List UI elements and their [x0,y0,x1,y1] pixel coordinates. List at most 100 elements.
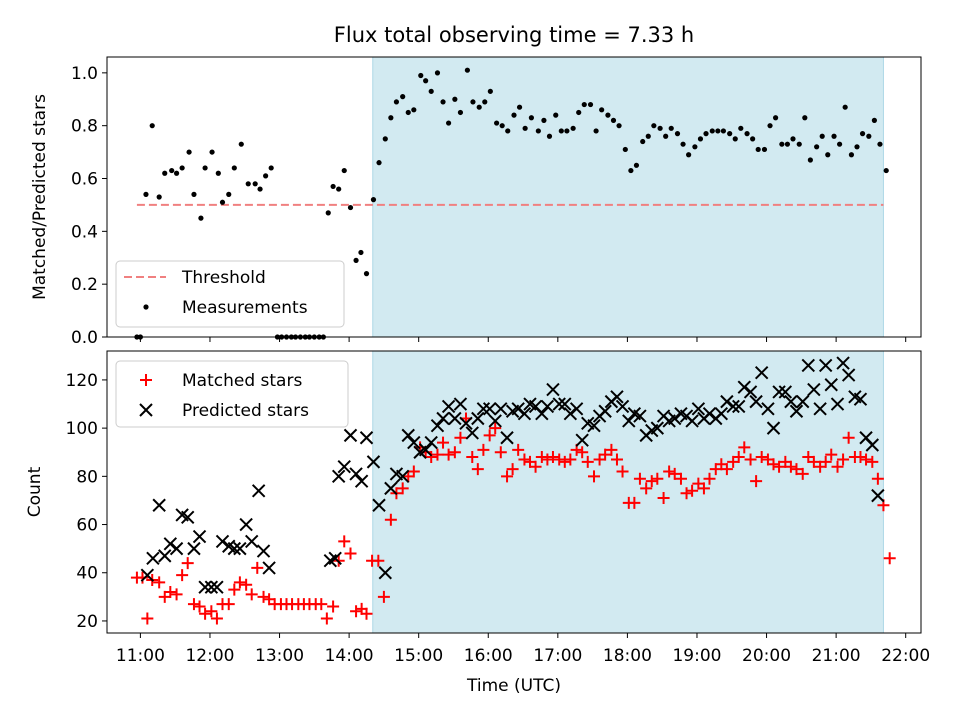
measurements-point [622,146,628,153]
legend-predicted-swatch [139,403,153,417]
measurements-point [819,133,825,139]
predicted-stars-point [511,402,525,416]
measurements-point [570,125,576,131]
predicted-stars-point [337,459,351,474]
measurements-point [553,112,559,118]
x-tick-label: 13:00 [255,646,304,666]
predicted-stars-point [152,498,166,512]
measurements-point [434,70,441,76]
measurements-point [535,128,541,134]
matched-stars-point [141,612,154,625]
measurements-point [807,157,813,163]
measurements-point [476,104,482,110]
predicted-stars-point [754,365,769,380]
measurements-point [347,204,354,211]
measurements-point [738,125,744,131]
measurements-point [440,99,446,105]
predicted-stars-point [743,385,758,399]
measurements-point [198,215,204,221]
measurements-point [825,152,831,158]
predicted-stars-point [807,382,821,397]
matched-stars-point [222,598,235,611]
predicted-stars-point [401,428,415,443]
measurements-point [593,128,599,134]
measurements-point [866,133,872,139]
matched-stars-point [738,441,751,454]
chart-title: Flux total observing time = 7.33 h [334,23,694,47]
measurements-point [610,117,617,123]
matched-stars-point [860,453,873,466]
predicted-stars-point [691,402,706,416]
matched-stars-point [372,554,385,567]
predicted-stars-point [615,399,630,414]
measurements-point [464,67,470,73]
matched-stars-point [657,492,670,505]
measurements-point [202,165,208,171]
matched-stars-point [431,448,444,461]
predicted-stars-point [558,397,572,411]
measurements-point [330,183,336,190]
matched-stars-point [558,455,571,468]
measurements-point [564,128,570,134]
matched-stars-point [668,467,681,480]
predicted-stars-point [633,409,647,423]
predicted-stars-point [256,544,271,558]
measurements-point [452,96,458,102]
matched-stars-point [871,472,884,485]
x-tick-label: 20:00 [742,646,791,666]
measurements-point [715,128,721,134]
measurements-point [657,125,663,131]
predicted-stars-point [163,537,178,551]
matched-stars-point [199,607,212,620]
measurements-point [831,133,837,139]
measurements-point [790,136,796,142]
predicted-stars-point [772,385,786,399]
measurements-point [353,257,359,263]
predicted-stars-point [146,551,160,565]
matched-stars-point [233,576,246,589]
predicted-stars-point [702,406,717,421]
measurements-point [645,133,651,139]
matched-stars-point [686,484,699,497]
measurements-point [179,165,185,171]
matched-stars-point [854,451,867,464]
matched-stars-point [825,448,838,461]
predicted-stars-point [766,421,781,435]
y-tick-label: 0.4 [71,222,98,242]
legend-matched-swatch [140,374,152,386]
y-tick-label: 0.2 [71,275,98,295]
predicted-stars-point [726,399,740,414]
predicted-stars-point [187,541,201,556]
measurements-point [651,123,657,129]
matched-stars-point [181,557,194,570]
measurements-point [400,94,406,100]
measurements-point [720,128,727,134]
measurements-point [209,149,215,155]
measurements-point [149,123,155,129]
matched-stars-point [483,429,496,442]
measurements-point [744,131,750,137]
predicted-stars-point [459,416,473,431]
measurements-point [231,165,237,171]
matched-stars-point [784,460,797,473]
matched-stars-point [477,443,490,456]
measurements-point [238,141,244,147]
legend-threshold-label: Threshold [181,268,266,288]
matched-stars-point [187,598,200,611]
matched-stars-point [437,436,450,449]
matched-stars-point [546,451,559,464]
measurements-point [382,136,388,142]
measurements-point [505,128,511,134]
observing-window-band-bottom [372,350,884,634]
matched-stars-point [384,513,397,526]
matched-stars-point [633,472,646,485]
predicted-stars-point [366,455,381,469]
matched-stars-point [610,453,623,466]
measurements-point [802,115,808,121]
matched-stars-point [251,561,264,574]
measurements-point [814,144,820,150]
matched-stars-point [512,443,525,456]
matched-stars-point [796,467,809,480]
plot-frame-top [106,56,922,338]
matched-stars-point [773,460,786,473]
